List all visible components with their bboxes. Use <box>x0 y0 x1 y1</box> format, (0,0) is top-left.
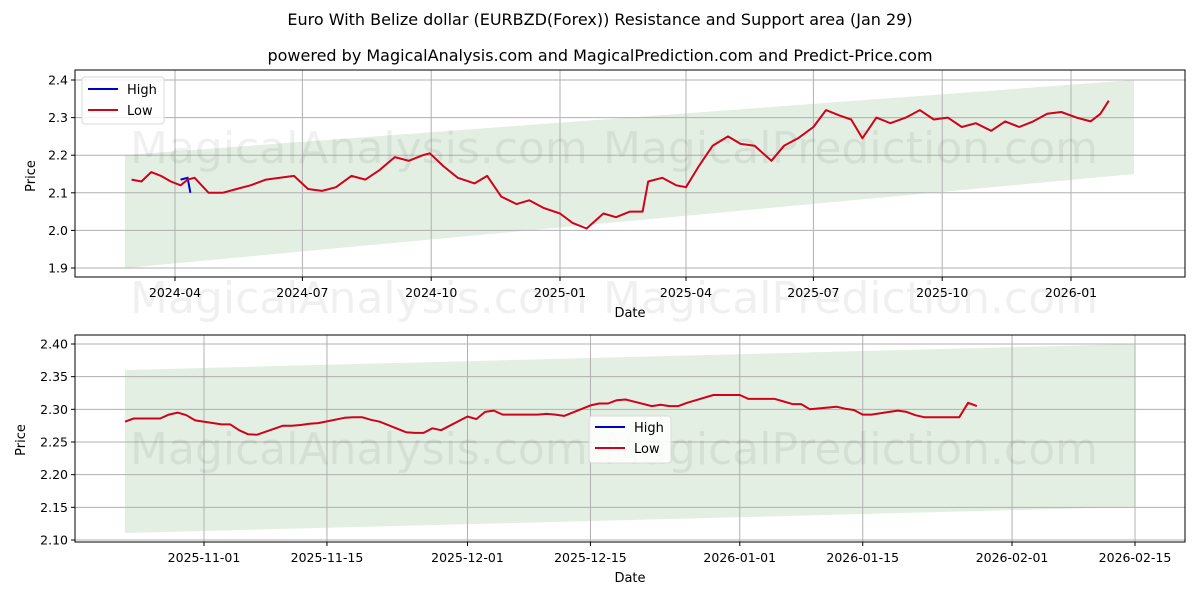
y-tick-label: 2.0 <box>48 223 68 238</box>
x-tick-label: 2026-02-01 <box>976 550 1049 565</box>
y-tick-label: 2.15 <box>40 500 68 515</box>
x-tick-label: 2024-10 <box>405 285 457 300</box>
watermark: MagicalPrediction.com <box>603 123 1098 174</box>
legend-low-label: Low <box>634 442 660 457</box>
bottom-y-axis: 2.10 2.15 2.20 2.25 2.30 2.35 2.40 <box>40 337 75 548</box>
top-y-axis-label: Price <box>24 160 39 192</box>
x-tick-label: 2025-01 <box>534 285 586 300</box>
bottom-legend: High Low <box>589 416 671 463</box>
legend-high-label: High <box>127 83 157 98</box>
watermark: MagicalAnalysis.com <box>130 123 588 174</box>
top-chart: MagicalAnalysis.com MagicalPrediction.co… <box>24 70 1185 324</box>
watermark: MagicalAnalysis.com <box>130 424 588 475</box>
charts-canvas: MagicalAnalysis.com MagicalPrediction.co… <box>0 0 1200 600</box>
y-tick-label: 2.30 <box>40 402 68 417</box>
bottom-chart: MagicalAnalysis.com MagicalPrediction.co… <box>14 335 1185 586</box>
x-tick-label: 2025-04 <box>660 285 712 300</box>
x-tick-label: 2025-10 <box>916 285 968 300</box>
y-tick-label: 2.3 <box>48 110 68 125</box>
y-tick-label: 2.25 <box>40 435 68 450</box>
y-tick-label: 2.35 <box>40 369 68 384</box>
y-tick-label: 2.2 <box>48 148 68 163</box>
legend-low-label: Low <box>127 104 153 119</box>
watermark: MagicalPrediction.com <box>603 424 1098 475</box>
top-y-axis: 1.9 2.0 2.1 2.2 2.3 2.4 <box>48 73 75 276</box>
x-tick-label: 2024-07 <box>276 285 328 300</box>
x-tick-label: 2025-12-15 <box>554 550 627 565</box>
y-tick-label: 2.10 <box>40 533 68 548</box>
x-tick-label: 2025-12-01 <box>431 550 504 565</box>
bottom-y-axis-label: Price <box>14 424 29 456</box>
top-x-axis-label: Date <box>614 306 645 321</box>
x-tick-label: 2024-04 <box>149 285 201 300</box>
y-tick-label: 2.4 <box>48 73 68 88</box>
top-legend: High Low <box>82 77 164 124</box>
x-tick-label: 2025-11-01 <box>168 550 241 565</box>
x-tick-label: 2026-01-15 <box>826 550 899 565</box>
x-tick-label: 2025-11-15 <box>291 550 364 565</box>
x-tick-label: 2025-07 <box>787 285 839 300</box>
legend-high-label: High <box>634 421 664 436</box>
y-tick-label: 2.40 <box>40 337 68 352</box>
x-tick-label: 2026-01 <box>1045 285 1097 300</box>
y-tick-label: 2.1 <box>48 185 68 200</box>
y-tick-label: 1.9 <box>48 261 68 276</box>
bottom-x-axis-label: Date <box>614 571 645 586</box>
bottom-x-axis: 2025-11-01 2025-11-15 2025-12-01 2025-12-15… <box>168 542 1172 565</box>
y-tick-label: 2.20 <box>40 467 68 482</box>
x-tick-label: 2026-01-01 <box>703 550 776 565</box>
x-tick-label: 2026-02-15 <box>1099 550 1172 565</box>
